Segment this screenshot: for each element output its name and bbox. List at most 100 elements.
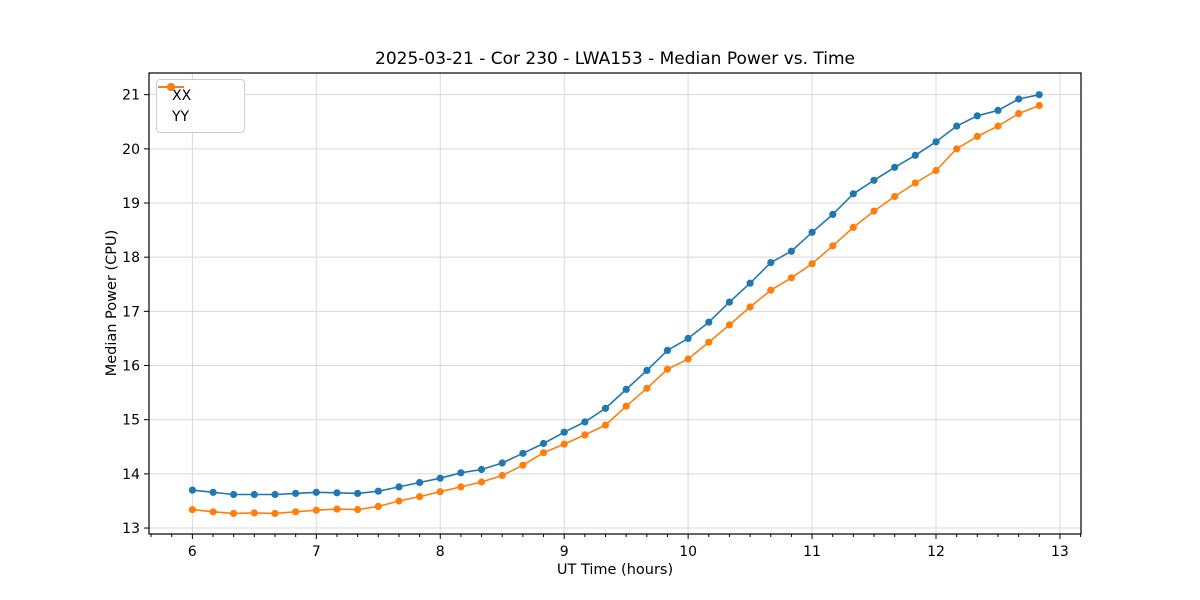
data-point-xx xyxy=(560,428,568,436)
data-point-yy xyxy=(457,483,465,491)
data-point-xx xyxy=(271,490,279,499)
data-point-xx xyxy=(870,176,878,184)
x-tick-label: 13 xyxy=(1051,544,1069,560)
data-point-xx xyxy=(1015,95,1023,103)
data-point-yy xyxy=(911,179,919,187)
data-point-yy xyxy=(230,509,238,517)
x-tick-label: 8 xyxy=(436,544,445,560)
series-xx xyxy=(188,91,1043,499)
data-point-yy xyxy=(643,384,651,392)
data-point-xx xyxy=(395,483,403,491)
data-point-xx xyxy=(622,385,630,393)
data-point-yy xyxy=(539,449,548,457)
chart-title: 2025-03-21 - Cor 230 - LWA153 - Median P… xyxy=(375,49,855,69)
data-point-xx xyxy=(519,449,527,457)
data-point-xx xyxy=(849,190,857,198)
plot-border xyxy=(148,72,1082,535)
data-point-yy xyxy=(891,192,899,201)
data-point-xx xyxy=(498,459,506,467)
data-point-xx xyxy=(932,138,940,146)
y-tick-label: 15 xyxy=(122,413,140,429)
data-point-yy xyxy=(519,461,527,469)
data-point-yy xyxy=(271,509,279,517)
y-tick-label: 21 xyxy=(122,88,140,104)
data-point-xx xyxy=(953,122,961,130)
data-point-yy xyxy=(663,365,672,373)
data-point-xx xyxy=(787,247,796,255)
data-point-yy xyxy=(725,321,734,329)
data-point-yy xyxy=(746,303,754,311)
data-point-yy xyxy=(1035,101,1043,110)
data-point-yy xyxy=(1015,110,1023,118)
data-point-xx xyxy=(891,163,899,171)
y-tick-label: 19 xyxy=(122,196,140,212)
data-point-xx xyxy=(973,112,981,120)
data-point-yy xyxy=(333,505,341,513)
x-tick-label: 12 xyxy=(927,544,945,560)
data-point-xx xyxy=(746,279,754,287)
y-axis-label: Median Power (CPU) xyxy=(104,229,120,377)
data-point-xx xyxy=(643,366,651,374)
data-point-xx xyxy=(354,489,362,497)
data-point-xx xyxy=(994,106,1002,114)
y-tick-label: 14 xyxy=(122,467,140,483)
series-line xyxy=(192,104,1040,515)
legend-line-marker-icon xyxy=(158,83,184,91)
data-point-yy xyxy=(209,508,217,516)
data-point-yy xyxy=(994,122,1002,130)
data-point-yy xyxy=(622,402,630,410)
y-tick-label: 13 xyxy=(122,521,140,537)
data-point-yy xyxy=(829,242,837,250)
x-tick-labels: 6 7 8 9 10 11 12 13 xyxy=(188,544,1069,560)
data-point-yy xyxy=(477,478,486,486)
data-point-yy xyxy=(601,421,610,429)
data-point-xx xyxy=(188,486,196,494)
x-tick-label: 11 xyxy=(803,544,821,560)
data-point-xx xyxy=(725,298,734,306)
data-point-xx xyxy=(230,490,238,499)
data-point-yy xyxy=(292,508,300,516)
x-axis-label: UT Time (hours) xyxy=(556,562,674,578)
data-point-xx xyxy=(581,418,589,426)
data-point-xx xyxy=(684,334,692,342)
data-point-yy xyxy=(416,493,424,501)
axis-ticks xyxy=(144,94,1082,539)
data-point-xx xyxy=(539,439,548,448)
data-point-xx xyxy=(333,489,341,497)
legend-item-yy: YY xyxy=(158,83,236,127)
x-tick-label: 10 xyxy=(679,544,697,560)
y-tick-label: 17 xyxy=(122,304,140,320)
data-point-xx xyxy=(209,488,217,496)
y-tick-label: 16 xyxy=(122,359,140,375)
data-point-xx xyxy=(767,259,775,267)
gridlines xyxy=(149,73,1081,534)
data-point-xx xyxy=(601,404,610,412)
data-point-yy xyxy=(374,502,382,510)
legend-label: XX xyxy=(172,87,192,104)
data-point-xx xyxy=(312,488,320,496)
data-point-yy xyxy=(808,260,816,268)
data-point-yy xyxy=(953,145,961,153)
data-point-yy xyxy=(787,274,796,282)
x-tick-label: 6 xyxy=(188,544,197,560)
x-tick-label: 7 xyxy=(312,544,321,560)
data-point-xx xyxy=(436,474,444,482)
data-point-yy xyxy=(870,207,878,215)
data-point-yy xyxy=(705,338,713,346)
y-tick-label: 18 xyxy=(122,250,140,266)
data-point-yy xyxy=(560,440,568,448)
data-point-yy xyxy=(312,506,320,514)
data-point-yy xyxy=(498,471,506,480)
data-point-xx xyxy=(457,469,465,477)
legend-label: YY xyxy=(172,108,190,125)
data-point-xx xyxy=(808,228,816,236)
legend: XX YY xyxy=(156,79,245,133)
data-point-yy xyxy=(354,506,362,514)
data-point-xx xyxy=(374,487,382,495)
data-point-yy xyxy=(767,286,775,294)
data-point-xx xyxy=(829,210,837,218)
series-yy xyxy=(188,101,1043,517)
data-point-xx xyxy=(705,318,713,326)
